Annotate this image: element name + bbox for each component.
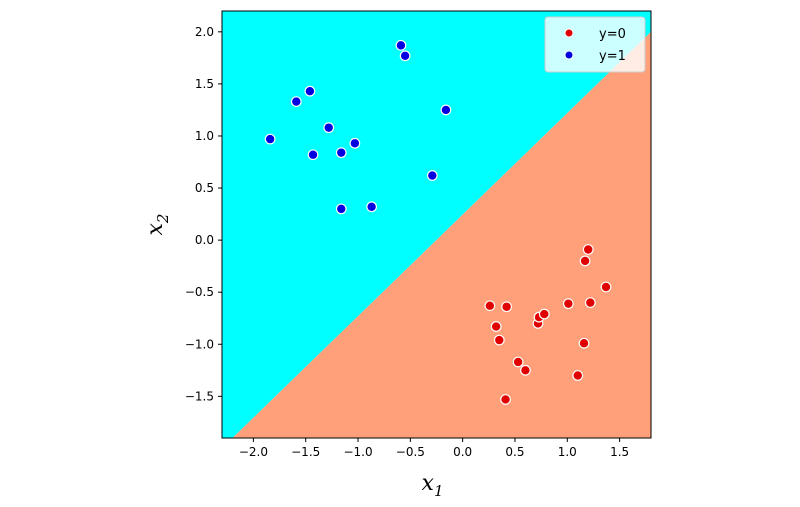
legend-marker [564, 50, 574, 60]
data-points [264, 39, 612, 405]
data-point [349, 137, 361, 149]
data-point [335, 147, 347, 159]
data-point [366, 201, 378, 213]
y-tick-label: 0.5 [195, 181, 214, 195]
data-point [600, 281, 612, 293]
data-point [538, 308, 550, 320]
data-point [323, 122, 335, 134]
x-tick-label: 0.5 [505, 445, 524, 459]
data-point [307, 149, 319, 161]
data-point [426, 170, 438, 181]
data-point [500, 394, 511, 405]
data-point [399, 50, 411, 62]
data-point [395, 39, 407, 51]
data-point [582, 244, 594, 255]
data-point [579, 255, 591, 267]
y-tick-label: 0.0 [195, 233, 214, 247]
x-tick-label: −0.5 [396, 445, 425, 459]
x-tick-label: −1.5 [291, 445, 320, 459]
y-tick-label: 1.0 [195, 129, 214, 143]
data-point [512, 356, 524, 368]
x-axis-label: x1 [422, 471, 444, 500]
y-tick-label: −0.5 [185, 285, 214, 299]
x-tick-label: 1.5 [610, 445, 629, 459]
data-point [335, 203, 347, 215]
data-point [290, 96, 302, 108]
data-point [490, 321, 502, 332]
legend: y=0y=1 [544, 16, 646, 73]
plot-frame [221, 10, 652, 439]
x-tick-label: −1.0 [343, 445, 372, 459]
data-point [264, 133, 276, 145]
data-point [493, 334, 505, 346]
data-point [440, 104, 452, 116]
x-tick-label: 0.0 [453, 445, 472, 459]
y-tick-label: −1.0 [185, 337, 214, 351]
y-axis-ticks: −1.5 −1.0 −0.5 0.0 0.5 1.0 1.5 2.0 [185, 25, 222, 403]
y-tick-label: 1.5 [195, 77, 214, 91]
decision-regions [222, 11, 651, 438]
y-axis-label: x2 [143, 214, 172, 236]
region-class-1 [222, 11, 651, 438]
data-point [562, 298, 574, 310]
data-point [520, 364, 531, 376]
data-point [484, 300, 496, 312]
data-point [304, 85, 316, 97]
x-axis-ticks: −2.0 −1.5 −1.0 −0.5 0.0 0.5 1.0 1.5 [239, 438, 629, 459]
legend-box [544, 16, 646, 73]
data-point [501, 301, 513, 313]
x-tick-label: 1.0 [558, 445, 577, 459]
region-class-0 [232, 31, 651, 438]
legend-label: y=1 [599, 49, 626, 64]
x-tick-label: −2.0 [239, 445, 268, 459]
y-tick-label: −1.5 [185, 389, 214, 403]
legend-label: y=0 [599, 27, 626, 42]
y-tick-label: 2.0 [195, 25, 214, 39]
data-point [584, 297, 596, 309]
data-point [578, 337, 590, 349]
data-point [572, 370, 584, 381]
legend-marker [564, 28, 574, 38]
